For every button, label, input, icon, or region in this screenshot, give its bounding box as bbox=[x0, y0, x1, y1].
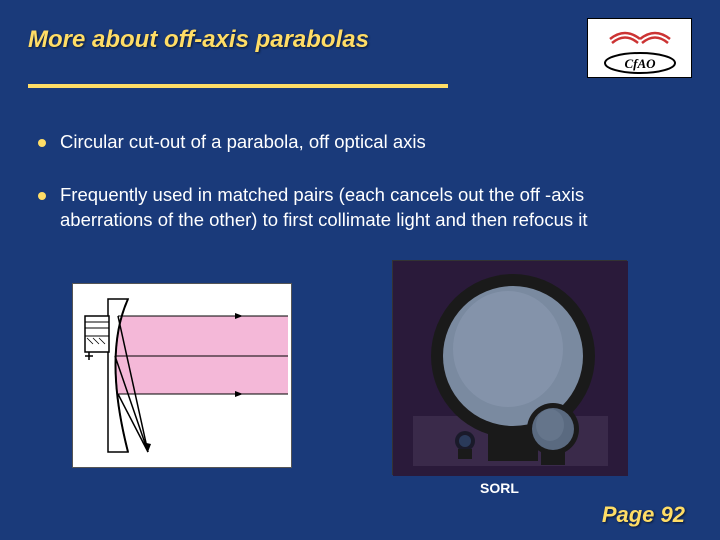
mirror-photo bbox=[392, 260, 627, 475]
bullet-item: Circular cut-out of a parabola, off opti… bbox=[38, 130, 660, 155]
bullet-dot-icon bbox=[38, 139, 46, 147]
logo: CfAO bbox=[587, 18, 692, 78]
photo-caption: SORL bbox=[480, 480, 519, 496]
bullet-text: Frequently used in matched pairs (each c… bbox=[60, 183, 660, 233]
page-number: Page 92 bbox=[602, 502, 685, 528]
bullet-text: Circular cut-out of a parabola, off opti… bbox=[60, 130, 660, 155]
bullet-dot-icon bbox=[38, 192, 46, 200]
slide-title: More about off-axis parabolas bbox=[28, 18, 369, 54]
bullet-list: Circular cut-out of a parabola, off opti… bbox=[38, 130, 660, 261]
parabola-diagram bbox=[72, 283, 292, 468]
logo-text: CfAO bbox=[624, 56, 656, 71]
title-divider bbox=[28, 84, 448, 88]
bullet-item: Frequently used in matched pairs (each c… bbox=[38, 183, 660, 233]
